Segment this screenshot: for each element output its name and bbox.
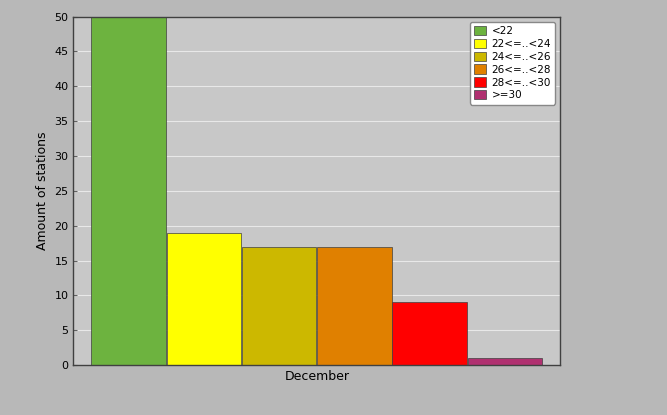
Bar — [392, 303, 467, 365]
Y-axis label: Amount of stations: Amount of stations — [36, 132, 49, 250]
Bar — [167, 233, 241, 365]
Legend: <22, 22<=..<24, 24<=..<26, 26<=..<28, 28<=..<30, >=30: <22, 22<=..<24, 24<=..<26, 26<=..<28, 28… — [470, 22, 555, 105]
Bar — [91, 17, 166, 365]
Bar — [242, 247, 316, 365]
Bar — [468, 358, 542, 365]
Bar — [317, 247, 392, 365]
